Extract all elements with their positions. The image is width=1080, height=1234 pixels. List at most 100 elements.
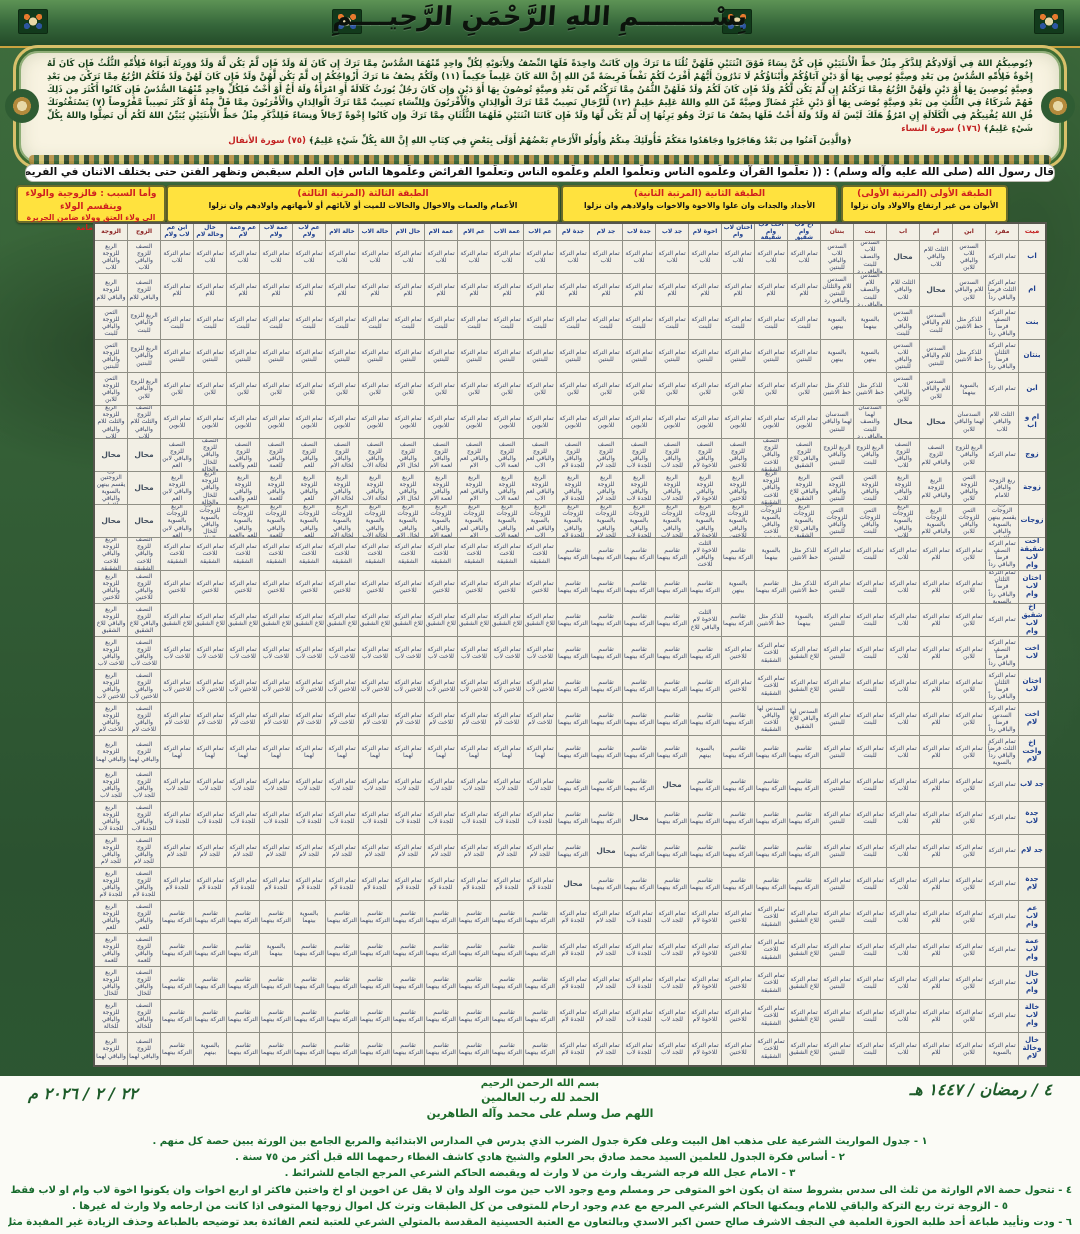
table-cell: تمام التركة للاب [887, 901, 919, 933]
table-cell: تمام التركة للاختين [326, 571, 358, 603]
table-cell: السدس للاب والباقي للبنتين [821, 241, 853, 273]
table-cell: تمام التركة السدس فرضاً والباقي رداً [986, 703, 1018, 735]
table-cell: تمام التركة للجد لاب [293, 769, 325, 801]
table-cell: تمام التركة للاب [887, 571, 919, 603]
table-cell: النصف للزوج والباقي لعم الاب [524, 439, 556, 471]
table-cell: تقاسم التركة بينهما [689, 769, 721, 801]
mosaic-border [29, 155, 1051, 165]
table-cell: الربع للزوجة والباقي للجدة لام [557, 472, 589, 504]
table-cell: الربع للزوجة والباقي للجدة لام [95, 868, 127, 900]
column-header: مفرد [986, 224, 1018, 240]
table-cell: تمام التركة للاختين لاب [425, 670, 457, 702]
top-border: بِسْــــــــمِ اللهِ الرَّحْمَنِ الرَّحِ… [0, 0, 1080, 48]
table-cell: تمام التركة الثلثان فرضاً والباقي رداً ب… [986, 571, 1018, 603]
table-cell: تمام التركة للجدة لاب [392, 802, 424, 834]
column-header: بنتان [821, 224, 853, 240]
section-title: وأما السبب : فالزوجية والولاء وينقسم الو… [25, 189, 157, 212]
table-cell: تمام التركة للاختين [722, 670, 754, 702]
table-cell: الربع للزوجات بالسوية والباقي لابن العم [161, 505, 193, 537]
table-cell: محال [623, 802, 655, 834]
table-cell: للذكر مثل حظ الانثيين [788, 538, 820, 570]
table-cell: الثمن للزوجات والباقي للبنت [854, 505, 886, 537]
table-cell: تمام التركة للجدة لاب [524, 802, 556, 834]
table-cell: تمام التركة للاخت الشقيقة [326, 538, 358, 570]
table-cell: تمام التركة لهما [260, 736, 292, 768]
section-title: الطبقة الأولى (المرتبة الأولى) [857, 189, 992, 199]
table-cell: النصف للزوج والباقي لخالة الام [326, 439, 358, 471]
table-cell: تقاسم التركة بينهما [590, 571, 622, 603]
quran-frame: ﴿يُوصِيكُمُ اللهُ فِي أَوْلَادِكُمْ لِلذ… [5, 48, 1075, 166]
table-cell: محال [656, 769, 688, 801]
table-cell: تقاسم التركة بينهما [623, 868, 655, 900]
table-cell: تمام التركة للبنت [260, 307, 292, 339]
table-cell: تقاسم التركة بينهما [326, 967, 358, 999]
table-cell: تمام التركة للاخ الشقيق [788, 1033, 820, 1065]
table-cell: تمام التركة للبنت [854, 901, 886, 933]
table-cell: تمام التركة للاخت لاب [458, 637, 490, 669]
table-cell: تمام التركة للاخت لاب [392, 637, 424, 669]
table-cell: تقاسم التركة بينهما [788, 835, 820, 867]
table-cell: تمام التركة للاخت الشقيقة [161, 538, 193, 570]
table-cell: تمام التركة للاخوة لام [689, 934, 721, 966]
table-cell: تمام التركة للاب [887, 868, 919, 900]
table-cell: تمام التركة للبنت [227, 307, 259, 339]
table-cell: تمام التركة للاب [887, 670, 919, 702]
table-cell: تمام التركة للبنت [854, 967, 886, 999]
table-cell: تمام التركة للام [920, 571, 952, 603]
table-cell: تمام التركة للاختين [491, 571, 523, 603]
hijri-date: ٤ / رمضان / ١٤٤٧ هـ [909, 1080, 1052, 1099]
footer-note: ٥ - الزوجة ترث ربع التركة والباقي للامام… [72, 1200, 1008, 1212]
ornament-tile-icon [722, 9, 752, 34]
table-cell: تمام التركة للجدة لام [227, 868, 259, 900]
table-cell: بالسوية بينهما [293, 901, 325, 933]
table-cell: تقاسم التركة بينهما [392, 967, 424, 999]
column-header: ابن [953, 224, 985, 240]
row-label: جد لام [1019, 835, 1045, 867]
table-cell: تمام التركة للبنت [161, 307, 193, 339]
table-cell: تمام التركة للجد لام [590, 967, 622, 999]
table-cell: تقاسم التركة بينهما [722, 703, 754, 735]
table-cell: النصف للزوج والباقي للاخ الشقيق [128, 604, 160, 636]
table-cell: تمام التركة للابن [755, 373, 787, 405]
table-cell: تمام التركة للام [689, 274, 721, 306]
row-label: ام [1019, 274, 1045, 306]
table-cell: تمام التركة للاب [227, 241, 259, 273]
table-cell: تمام التركة للاختين [425, 571, 457, 603]
section-title: الطبقة الثانية (المرتبة الثانية) [633, 189, 766, 199]
table-cell: تمام التركة للاخ الشقيق [161, 604, 193, 636]
table-cell: تمام التركة للجد لاب [326, 769, 358, 801]
table-cell: تمام التركة للاب [557, 241, 589, 273]
table-cell: تمام التركة للابوين [491, 406, 523, 438]
table-cell: تمام التركة [986, 769, 1018, 801]
table-cell: الربع للزوجة والباقي للاخوة لام [689, 472, 721, 504]
table-cell: بالسوية بينهما [260, 934, 292, 966]
table-cell: تمام التركة للابوين [590, 406, 622, 438]
table-cell: تمام التركة للجدة لاب [161, 802, 193, 834]
table-cell: تمام التركة للبنت [194, 307, 226, 339]
table-cell: تمام التركة للاب [887, 1000, 919, 1032]
table-cell: تمام التركة للاختين [227, 571, 259, 603]
table-cell: تمام التركة للام [920, 736, 952, 768]
table-cell: تمام التركة للاختين [161, 571, 193, 603]
table-cell: تمام التركة للابوين [293, 406, 325, 438]
table-cell: تمام التركة للجدة لاب [293, 802, 325, 834]
table-cell: النصف للزوج والثلث للام والباقي للاب [128, 406, 160, 438]
table-cell: تمام التركة للاخت لام [524, 703, 556, 735]
table-cell: تمام التركة للابن [392, 373, 424, 405]
table-cell: تمام التركة للبنت [854, 571, 886, 603]
table-cell: تمام التركة للاختين لاب [194, 670, 226, 702]
footer-note: ٦ - ودت وتأييد طباعة أحد طلبة الحوزة الع… [8, 1216, 1072, 1228]
table-cell: تمام التركة للجد لاب [425, 769, 457, 801]
table-cell: تمام التركة [986, 835, 1018, 867]
table-cell: تمام التركة للبنتين [392, 340, 424, 372]
table-cell: تمام التركة للاخت لام [392, 703, 424, 735]
table-cell: الربع للزوجة والباقي للعمة [95, 934, 127, 966]
table-cell: تمام التركة للاب [887, 1033, 919, 1065]
table-cell: تمام التركة للابوين [755, 406, 787, 438]
row-label: اخت شقيقة لاب وام [1019, 538, 1045, 570]
table-cell: تمام التركة [986, 967, 1018, 999]
table-cell: تمام التركة لهما [458, 736, 490, 768]
table-cell: تمام التركة للام [656, 274, 688, 306]
table-cell: تمام التركة [986, 1000, 1018, 1032]
table-cell: الربع للزوج والباقي للبنتين [128, 340, 160, 372]
